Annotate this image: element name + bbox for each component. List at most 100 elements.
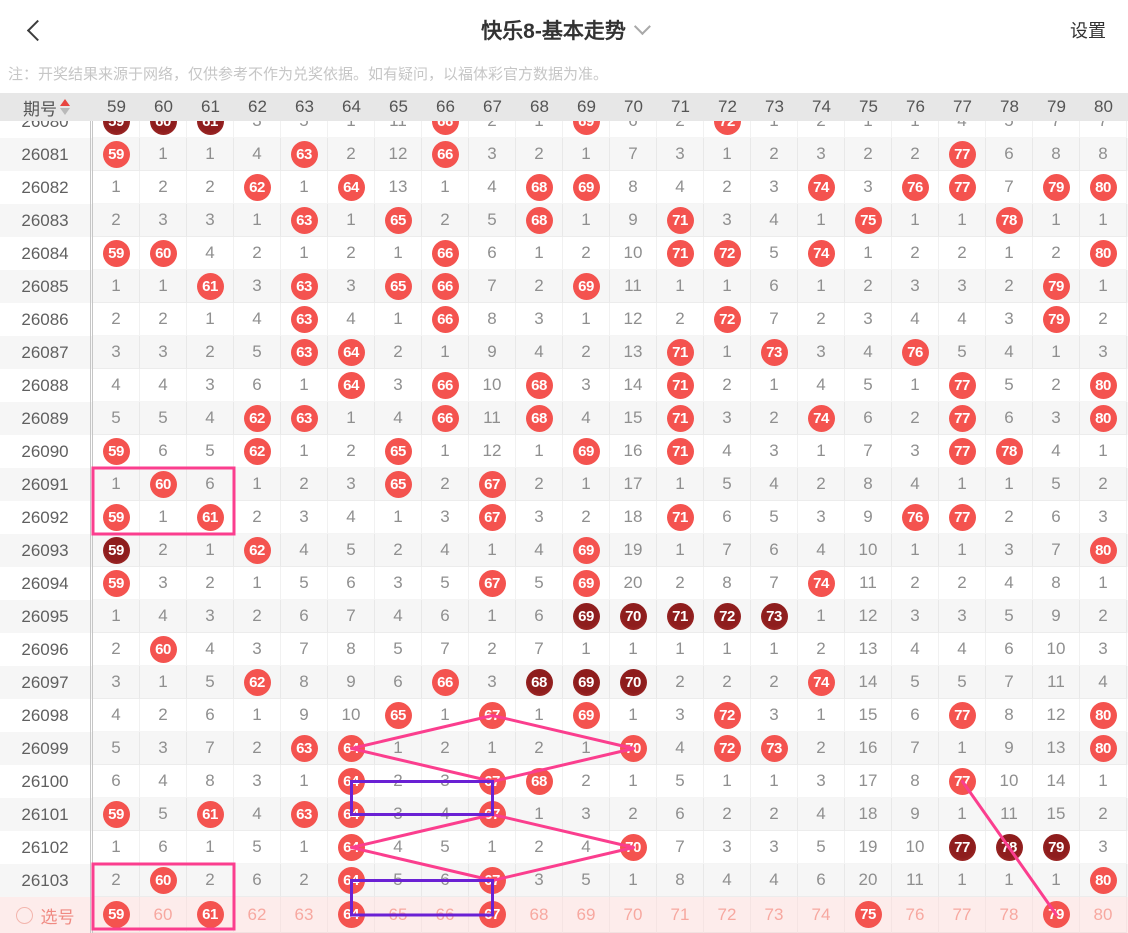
drawn-ball: 66 [431, 140, 459, 168]
drawn-ball: 62 [243, 668, 271, 696]
drawn-ball: 59 [102, 800, 130, 828]
trend-cell: 73 [751, 336, 798, 369]
trend-cell: 12 [610, 303, 657, 336]
trend-cell: 73 [751, 732, 798, 765]
period-label: 26093 [0, 534, 93, 567]
trend-cell: 1 [328, 204, 375, 237]
trend-cell: 3 [845, 303, 892, 336]
select-number-cell[interactable]: 80 [1080, 897, 1127, 933]
trend-cell: 64 [328, 864, 375, 897]
select-number-cell[interactable]: 74 [798, 897, 845, 933]
trend-cell: 61 [187, 121, 234, 138]
trend-cell: 6 [986, 138, 1033, 171]
trend-cell: 4 [798, 369, 845, 402]
disclaimer-note: 注：开奖结果来源于网络，仅供参考不作为兑奖依据。如有疑问，以福体彩官方数据为准。 [0, 60, 1128, 93]
trend-cell: 1 [563, 204, 610, 237]
trend-cell: 1 [939, 864, 986, 897]
drawn-ball[interactable]: 61 [196, 901, 224, 928]
drawn-ball: 77 [948, 437, 976, 465]
select-number-cell[interactable]: 59 [93, 897, 140, 933]
drawn-ball: 59 [102, 569, 130, 597]
drawn-ball[interactable]: 64 [337, 901, 365, 928]
drawn-ball: 79 [1042, 272, 1070, 300]
trend-cell: 3 [1033, 402, 1080, 435]
settings-button[interactable]: 设置 [1070, 21, 1106, 41]
drawn-ball: 64 [337, 767, 365, 795]
select-number-cell[interactable]: 71 [657, 897, 704, 933]
trend-cell: 11 [1033, 666, 1080, 699]
period-label: 26085 [0, 270, 93, 303]
drawn-ball[interactable]: 67 [478, 901, 506, 928]
drawn-ball: 64 [337, 734, 365, 762]
trend-cell: 1 [986, 237, 1033, 270]
select-row-label[interactable]: 选号 [0, 897, 93, 933]
trend-cell: 1 [93, 600, 140, 633]
drawn-ball: 59 [102, 536, 130, 564]
trend-cell: 77 [939, 765, 986, 798]
trend-cell: 4 [751, 864, 798, 897]
trend-cell: 4 [751, 468, 798, 501]
trend-cell: 2 [234, 600, 281, 633]
trend-cell: 5 [93, 732, 140, 765]
radio-icon[interactable] [15, 906, 33, 924]
select-number-cell[interactable]: 79 [1033, 897, 1080, 933]
trend-cell: 1 [1080, 204, 1127, 237]
trend-cell: 1 [93, 270, 140, 303]
trend-cell: 74 [798, 567, 845, 600]
trend-cell: 63 [281, 270, 328, 303]
trend-cell: 63 [281, 732, 328, 765]
select-number-cell[interactable]: 60 [140, 897, 187, 933]
table-row: 26097 3 1 5 62 8 9 6 66 3 68 69 70 2 2 2 74 14 5 5 7 11 4 [0, 666, 1128, 699]
select-number-cell[interactable]: 73 [751, 897, 798, 933]
select-number-cell[interactable]: 62 [234, 897, 281, 933]
select-number-cell[interactable]: 67 [469, 897, 516, 933]
trend-cell: 1 [422, 699, 469, 732]
trend-cell: 3 [986, 534, 1033, 567]
drawn-ball: 80 [1089, 371, 1117, 399]
trend-cell: 1 [187, 534, 234, 567]
drawn-ball[interactable]: 75 [854, 901, 882, 928]
drawn-ball: 63 [290, 404, 318, 432]
select-number-cell[interactable]: 75 [845, 897, 892, 933]
trend-cell: 8 [986, 699, 1033, 732]
trend-cell: 1 [375, 303, 422, 336]
select-number-cell[interactable]: 78 [986, 897, 1033, 933]
select-number-cell[interactable]: 65 [375, 897, 422, 933]
drawn-ball: 66 [431, 272, 459, 300]
select-number-cell[interactable]: 63 [281, 897, 328, 933]
trend-cell: 11 [845, 567, 892, 600]
drawn-ball[interactable]: 59 [102, 901, 130, 928]
trend-cell: 3 [234, 633, 281, 666]
trend-cell: 7 [751, 567, 798, 600]
trend-cell: 1 [516, 121, 563, 138]
trend-cell: 80 [1080, 864, 1127, 897]
trend-cell: 4 [140, 600, 187, 633]
trend-cell: 61 [187, 798, 234, 831]
drawn-ball: 65 [384, 272, 412, 300]
trend-cell: 64 [328, 732, 375, 765]
trend-cell: 4 [281, 534, 328, 567]
trend-cell: 7 [892, 732, 939, 765]
trend-cell: 3 [704, 831, 751, 864]
select-number-cell[interactable]: 72 [704, 897, 751, 933]
select-number-cell[interactable]: 70 [610, 897, 657, 933]
trend-cell: 7 [845, 435, 892, 468]
trend-cell: 1 [328, 121, 375, 138]
select-number-cell[interactable]: 64 [328, 897, 375, 933]
period-sort-header[interactable]: 期号 [0, 93, 93, 121]
select-number-cell[interactable]: 66 [422, 897, 469, 933]
select-number-cell[interactable]: 76 [892, 897, 939, 933]
select-number-cell[interactable]: 61 [187, 897, 234, 933]
select-number-cell[interactable]: 68 [516, 897, 563, 933]
trend-cell: 7 [422, 633, 469, 666]
drawn-ball: 77 [948, 404, 976, 432]
trend-cell: 7 [187, 732, 234, 765]
select-number-cell[interactable]: 69 [563, 897, 610, 933]
trend-cell: 5 [986, 369, 1033, 402]
trend-cell: 4 [845, 336, 892, 369]
drawn-ball[interactable]: 79 [1042, 901, 1070, 928]
select-number-cell[interactable]: 77 [939, 897, 986, 933]
page-title-dropdown[interactable]: 快乐8-基本走势 [0, 0, 1128, 60]
trend-cell: 59 [93, 501, 140, 534]
